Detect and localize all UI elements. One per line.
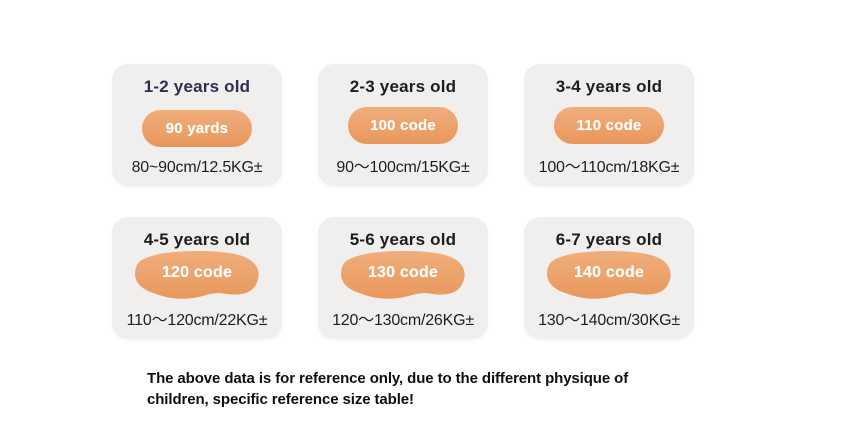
size-badge-label: 130 code bbox=[367, 264, 439, 281]
size-badge: 140 code bbox=[539, 249, 679, 303]
height-weight-range: 90～100cm/15KG± bbox=[336, 159, 470, 176]
height-weight-range: 120～130cm/26KG± bbox=[332, 312, 474, 329]
disclaimer-note: The above data is for reference only, du… bbox=[147, 369, 628, 410]
size-badge-label: 100 code bbox=[370, 116, 436, 134]
height-weight-range: 130～140cm/30KG± bbox=[538, 312, 680, 329]
size-badge: 100 code bbox=[348, 106, 458, 144]
disclaimer-line-1: The above data is for reference only, du… bbox=[147, 370, 629, 387]
size-badge: 130 code bbox=[333, 249, 473, 303]
size-badge: 120 code bbox=[127, 249, 267, 303]
height-weight-range: 80~90cm/12.5KG± bbox=[131, 159, 263, 176]
size-card-1-2-years: 1-2 years old 90 yards 80~90cm/12.5KG± bbox=[112, 64, 282, 186]
size-badge: 110 code bbox=[554, 106, 664, 144]
age-range-title: 6-7 years old bbox=[555, 230, 663, 249]
age-range-title: 5-6 years old bbox=[349, 230, 457, 249]
size-card-2-3-years: 2-3 years old 100 code 90～100cm/15KG± bbox=[318, 64, 488, 186]
size-card-6-7-years: 6-7 years old 140 code 130～140cm/30KG± bbox=[524, 217, 694, 339]
size-badge-label: 140 code bbox=[573, 264, 645, 281]
blob-badge-shape bbox=[340, 251, 465, 299]
size-badge-label: 90 yards bbox=[165, 119, 229, 137]
blob-badge-shape bbox=[546, 251, 671, 299]
disclaimer-line-2: children, specific reference size table! bbox=[147, 390, 414, 408]
size-card-3-4-years: 3-4 years old 110 code 100～110cm/18KG± bbox=[524, 64, 694, 186]
size-card-5-6-years: 5-6 years old 130 code 120～130cm/26KG± bbox=[318, 217, 488, 339]
age-range-title: 2-3 years old bbox=[349, 77, 457, 96]
size-badge: 90 yards bbox=[142, 109, 252, 147]
size-badge-label: 110 code bbox=[576, 116, 642, 134]
blob-badge-shape bbox=[134, 251, 259, 299]
height-weight-range: 100～110cm/18KG± bbox=[538, 159, 680, 176]
age-range-title: 1-2 years old bbox=[143, 77, 251, 96]
age-range-title: 3-4 years old bbox=[555, 77, 663, 96]
height-weight-range: 110～120cm/22KG± bbox=[126, 312, 268, 329]
size-badge-label: 120 code bbox=[161, 264, 233, 281]
size-card-grid: 1-2 years old 90 yards 80~90cm/12.5KG± 2… bbox=[112, 64, 694, 339]
age-range-title: 4-5 years old bbox=[143, 230, 251, 249]
size-card-4-5-years: 4-5 years old 120 code 110～120cm/22KG± bbox=[112, 217, 282, 339]
